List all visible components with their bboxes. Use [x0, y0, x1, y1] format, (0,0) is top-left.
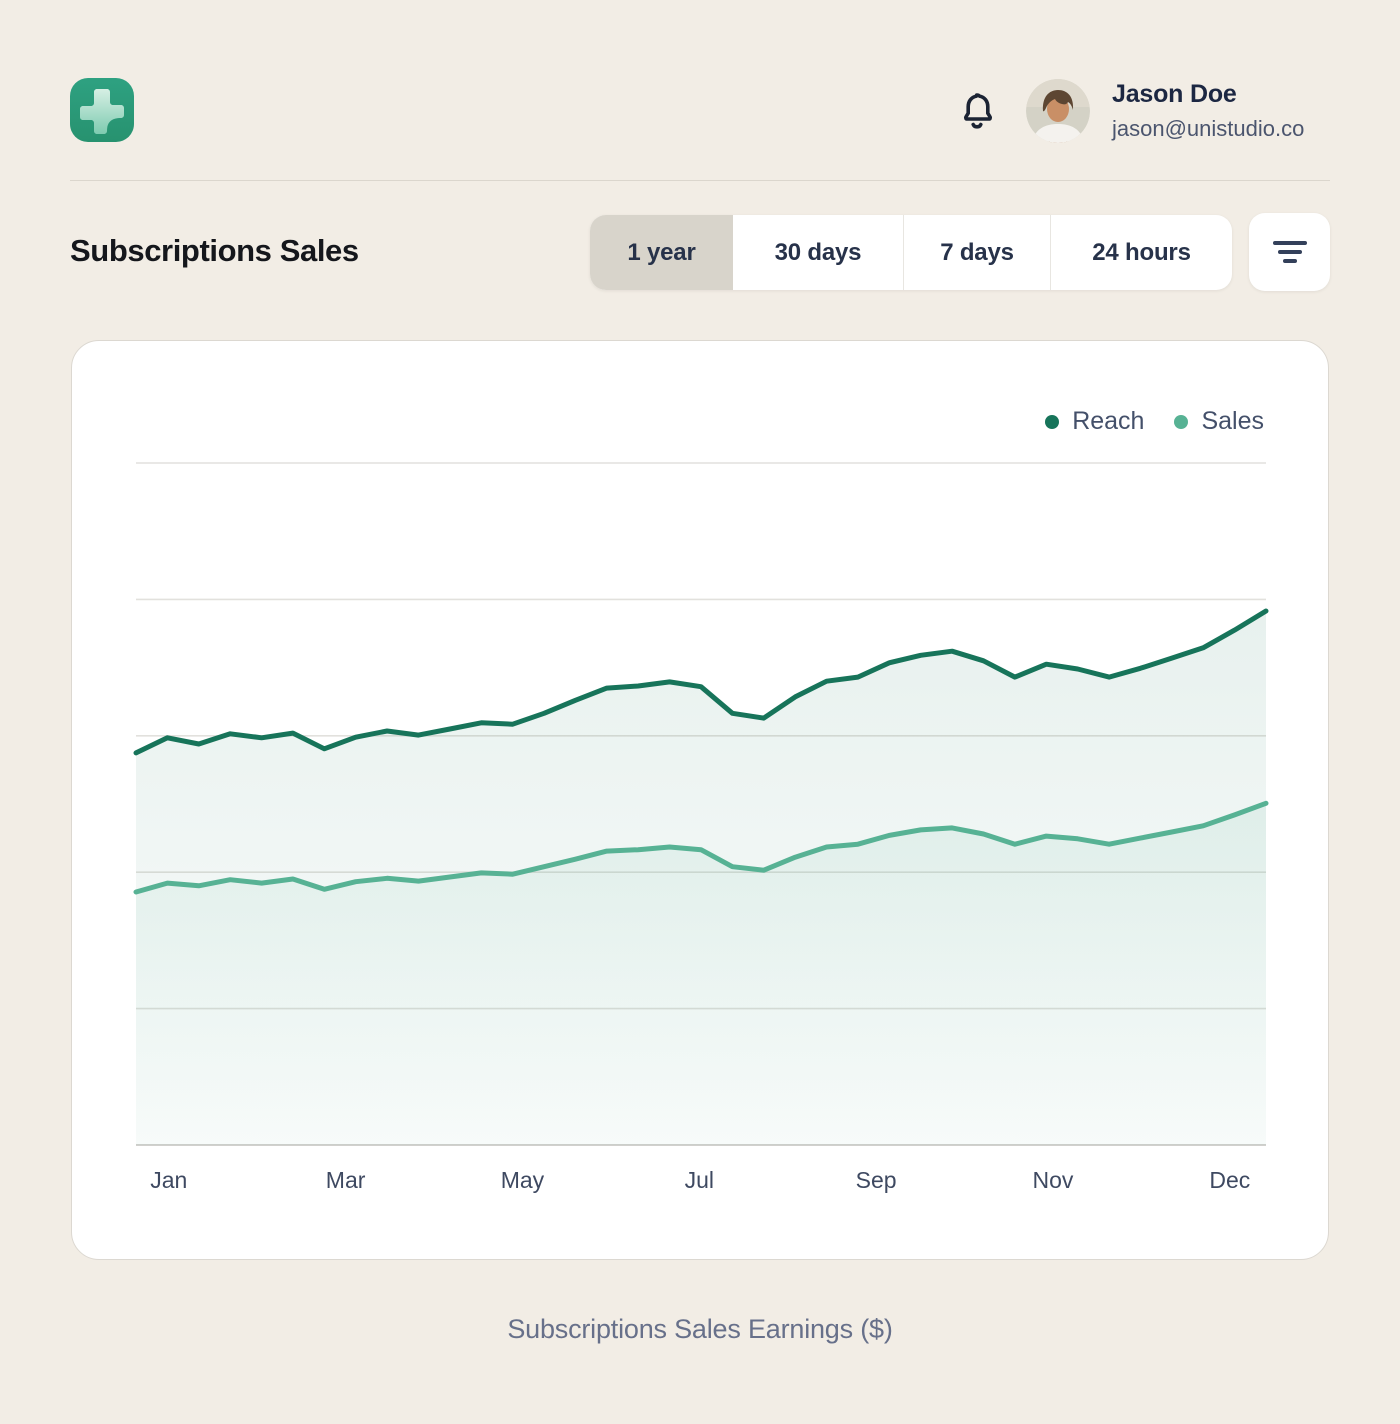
time-range-control: 1 year 30 days 7 days 24 hours: [590, 215, 1232, 290]
chart-card: Reach Sales Jan Mar May Jul Sep Nov Dec: [71, 340, 1329, 1260]
x-tick-label: Jan: [150, 1167, 188, 1193]
legend-item-reach[interactable]: Reach: [1045, 407, 1144, 436]
x-tick-label: Jul: [684, 1167, 714, 1193]
legend-label: Sales: [1201, 407, 1264, 435]
header-divider: [70, 180, 1330, 181]
x-tick-label: Mar: [325, 1167, 366, 1193]
app-logo[interactable]: [70, 78, 134, 142]
legend-item-sales[interactable]: Sales: [1174, 407, 1264, 436]
legend-label: Reach: [1072, 407, 1145, 435]
x-tick-label: Dec: [1209, 1167, 1251, 1193]
filter-button[interactable]: [1249, 213, 1330, 291]
user-name: Jason Doe: [1112, 80, 1237, 108]
page-title: Subscriptions Sales: [70, 233, 359, 268]
reach-dot-icon: [1045, 414, 1060, 429]
chart-legend: Reach Sales: [1045, 407, 1264, 436]
bell-icon: [963, 93, 993, 129]
range-button-24-hours[interactable]: 24 hours: [1050, 215, 1232, 290]
range-button-7-days[interactable]: 7 days: [903, 215, 1050, 290]
notifications-button[interactable]: [955, 88, 999, 136]
avatar[interactable]: [1026, 79, 1090, 143]
range-button-30-days[interactable]: 30 days: [733, 215, 903, 290]
line-chart: [133, 462, 1269, 1146]
user-email: jason@unistudio.co: [1112, 116, 1305, 141]
x-axis-labels: Jan Mar May Jul Sep Nov Dec: [136, 1167, 1266, 1197]
filter-lines-icon: [1272, 241, 1307, 263]
sales-dot-icon: [1174, 414, 1189, 429]
plus-icon: [70, 78, 134, 142]
range-button-1-year[interactable]: 1 year: [590, 215, 733, 290]
chart-caption: Subscriptions Sales Earnings ($): [507, 1314, 893, 1344]
x-tick-label: Sep: [855, 1167, 897, 1193]
x-tick-label: Nov: [1032, 1167, 1074, 1193]
x-tick-label: May: [500, 1167, 545, 1193]
